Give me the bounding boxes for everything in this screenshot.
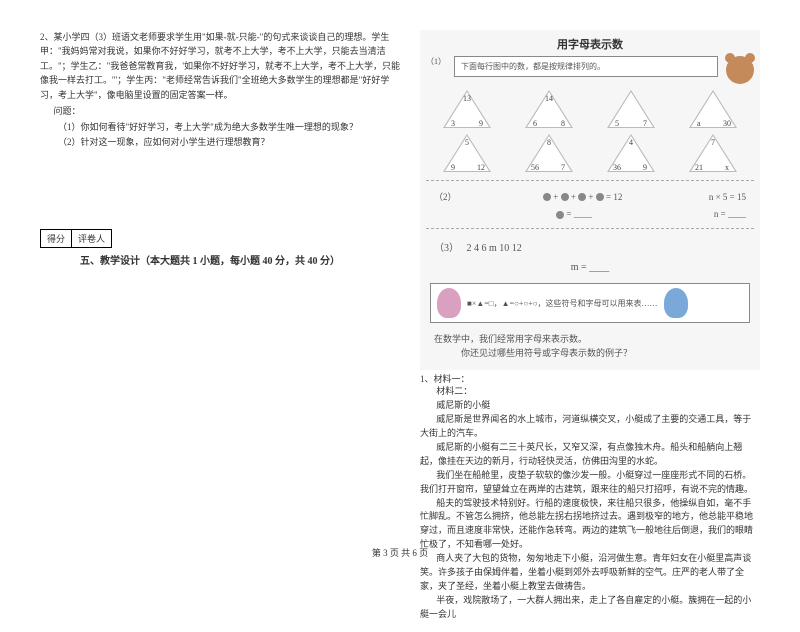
material-2-label: 材料二： bbox=[420, 385, 760, 399]
eq1-left: + + + = 12 bbox=[543, 192, 622, 202]
triangle-2: 14 6 8 bbox=[523, 90, 575, 130]
sequence-row: （3） 2 4 6 m 10 12 bbox=[426, 235, 754, 258]
tri-right: 12 bbox=[477, 163, 485, 172]
page-footer: 第 3 页 共 6 页 bbox=[0, 546, 800, 559]
sub2-label: （2） bbox=[434, 190, 457, 203]
tri-right: x bbox=[725, 163, 729, 172]
divider-2 bbox=[426, 228, 754, 229]
sub1-label: （1） bbox=[426, 56, 446, 67]
tri-right: 9 bbox=[643, 163, 647, 172]
tri-left: 36 bbox=[613, 163, 621, 172]
score-pingjuan: 评卷人 bbox=[72, 230, 111, 247]
chart-footer-2: 你还见过哪些用符号或字母表示数的例子？ bbox=[434, 347, 746, 361]
chart-sub1: （1） 下面每行图中的数，都是按规律排列的。 bbox=[426, 56, 754, 84]
character-icon bbox=[437, 288, 461, 318]
hint-text: ■×▲=□，▲=○+○+○，这些符号和字母可以用来表…… bbox=[467, 298, 658, 309]
material-2-body: 材料二： 威尼斯的小艇 威尼斯是世界闻名的水上城市，河道纵横交叉，小艇成了主要的… bbox=[420, 385, 760, 622]
material-2-title: 威尼斯的小艇 bbox=[420, 399, 760, 413]
equation-row-1: （2） + + + = 12 n × 5 = 15 bbox=[426, 187, 754, 206]
triangle-row-1: 13 3 9 14 6 8 5 7 a 30 bbox=[426, 90, 754, 130]
tri-right: 8 bbox=[561, 119, 565, 128]
score-box: 得分 评卷人 bbox=[40, 229, 112, 248]
chart-title: 用字母表示数 bbox=[426, 36, 754, 52]
tri-top: 13 bbox=[463, 94, 471, 103]
score-defen: 得分 bbox=[41, 230, 72, 247]
triangle-6: 8 56 7 bbox=[523, 134, 575, 174]
character-icon-2 bbox=[664, 288, 688, 318]
sub1-box: 下面每行图中的数，都是按规律排列的。 bbox=[454, 56, 718, 77]
tri-top: 14 bbox=[545, 94, 553, 103]
left-column: 2、某小学四（3）班语文老师要求学生用"如果-就-只能-"的句式来谈谈自己的理想… bbox=[40, 30, 400, 622]
divider bbox=[426, 180, 754, 181]
tri-left: 21 bbox=[695, 163, 703, 172]
tri-right: 9 bbox=[479, 119, 483, 128]
question-2-wenti: 问题： bbox=[40, 104, 400, 118]
score-row: 得分 评卷人 bbox=[40, 149, 400, 248]
tri-left: 5 bbox=[615, 119, 619, 128]
tri-left: 3 bbox=[451, 119, 455, 128]
eq1-ans-left: = ____ bbox=[556, 209, 592, 219]
tri-right: 7 bbox=[643, 119, 647, 128]
eq1-ans-right: n = ____ bbox=[714, 209, 746, 219]
right-column: 用字母表示数 （1） 下面每行图中的数，都是按规律排列的。 13 3 9 14 … bbox=[420, 30, 760, 622]
sub3-label: （3） bbox=[434, 243, 459, 254]
chart-area: 用字母表示数 （1） 下面每行图中的数，都是按规律排列的。 13 3 9 14 … bbox=[420, 30, 760, 370]
tri-left: 9 bbox=[451, 163, 455, 172]
bear-icon bbox=[726, 56, 754, 84]
tri-top: 5 bbox=[465, 138, 469, 147]
sequence-ans: m = ____ bbox=[426, 258, 754, 277]
triangle-4: a 30 bbox=[687, 90, 739, 130]
p6: 半夜，戏院散场了，一大群人拥出来，走上了各自雇定的小艇。簇拥在一起的小艇一会儿 bbox=[420, 594, 760, 622]
tri-left: a bbox=[697, 119, 701, 128]
triangle-5: 5 9 12 bbox=[441, 134, 493, 174]
section-5-title: 五、教学设计（本大题共 1 小题，每小题 40 分，共 40 分） bbox=[80, 252, 400, 267]
triangle-7: 4 36 9 bbox=[605, 134, 657, 174]
p1: 威尼斯是世界闻名的水上城市，河道纵横交叉，小艇成了主要的交通工具，等于大街上的汽… bbox=[420, 413, 760, 441]
p4: 船夫的驾驶技术特别好。行船的速度极快，来往船只很多，他操纵自如，毫不手忙脚乱。不… bbox=[420, 497, 760, 553]
question-2-sub1: （1）你如何看待"好好学习，考上大学"成为绝大多数学生唯一理想的现象？ bbox=[40, 120, 400, 134]
tri-left: 6 bbox=[533, 119, 537, 128]
material-1-label: 1、材料一： bbox=[420, 372, 760, 385]
question-2-intro: 2、某小学四（3）班语文老师要求学生用"如果-就-只能-"的句式来谈谈自己的理想… bbox=[40, 30, 400, 102]
p3: 我们坐在船舱里，皮垫子软软的像沙发一般。小艇穿过一座座形式不同的石桥。我们打开窗… bbox=[420, 469, 760, 497]
triangle-row-2: 5 9 12 8 56 7 4 36 9 7 bbox=[426, 134, 754, 174]
sequence: 2 4 6 m 10 12 bbox=[467, 243, 522, 254]
p2: 威尼斯的小艇有二三十英尺长，又窄又深，有点像独木舟。船头和船艄向上翘起，像挂在天… bbox=[420, 441, 760, 469]
triangle-3: 5 7 bbox=[605, 90, 657, 130]
tri-top: 8 bbox=[547, 138, 551, 147]
page-container: 2、某小学四（3）班语文老师要求学生用"如果-就-只能-"的句式来谈谈自己的理想… bbox=[0, 0, 800, 632]
tri-top: 4 bbox=[629, 138, 633, 147]
hint-box: ■×▲=□，▲=○+○+○，这些符号和字母可以用来表…… bbox=[430, 283, 750, 323]
tri-right: 30 bbox=[723, 119, 731, 128]
question-2-sub2: （2）针对这一现象，应如何对小学生进行理想教育？ bbox=[40, 135, 400, 149]
tri-left: 56 bbox=[531, 163, 539, 172]
tri-top: 7 bbox=[711, 138, 715, 147]
chart-footer: 在数学中，我们经常用字母来表示数。 你还见过哪些用符号或字母表示数的例子？ bbox=[426, 329, 754, 364]
chart-footer-1: 在数学中，我们经常用字母来表示数。 bbox=[434, 333, 746, 347]
triangle-1: 13 3 9 bbox=[441, 90, 493, 130]
tri-right: 7 bbox=[561, 163, 565, 172]
triangle-8: 7 21 x bbox=[687, 134, 739, 174]
eq1-right: n × 5 = 15 bbox=[709, 192, 746, 202]
equation-row-1-ans: = ____ n = ____ bbox=[426, 206, 754, 222]
